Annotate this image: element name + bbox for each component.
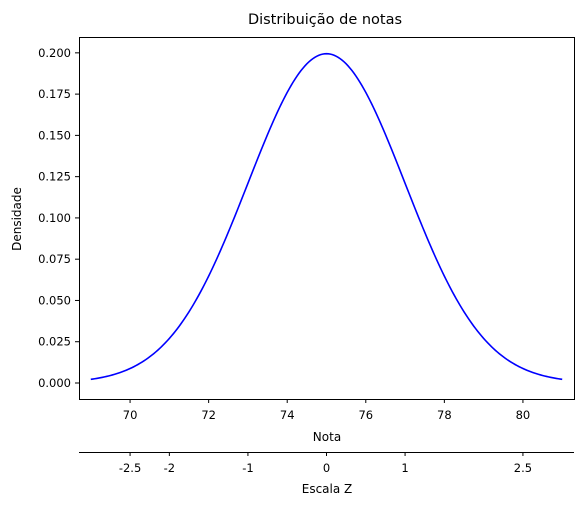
x-tick-label: 78 bbox=[437, 408, 452, 422]
z-axis-label: Escala Z bbox=[302, 482, 353, 496]
x-tick-label: 74 bbox=[280, 408, 295, 422]
y-tick-label: 0.025 bbox=[38, 335, 71, 349]
density-curve-line bbox=[90, 52, 563, 381]
y-axis-label: Densidade bbox=[10, 187, 24, 251]
y-tick-label: 0.150 bbox=[38, 128, 71, 142]
y-tick-label: 0.125 bbox=[38, 170, 71, 184]
x-tick-label: 80 bbox=[516, 408, 531, 422]
y-tick-label: 0.075 bbox=[38, 252, 71, 266]
z-tick-label: -2 bbox=[164, 461, 175, 475]
z-tick-label: 0 bbox=[323, 461, 330, 475]
x-tick-label: 76 bbox=[358, 408, 373, 422]
chart-title: Distribuição de notas bbox=[248, 12, 402, 28]
z-tick-label: -2.5 bbox=[119, 461, 141, 475]
z-tick-label: -1 bbox=[242, 461, 253, 475]
y-tick-label: 0.100 bbox=[38, 211, 71, 225]
x-tick-label: 70 bbox=[123, 408, 138, 422]
y-tick-label: 0.000 bbox=[38, 376, 71, 390]
y-tick-label: 0.050 bbox=[38, 293, 71, 307]
x-tick-label: 72 bbox=[201, 408, 216, 422]
z-tick-label: 2.5 bbox=[514, 461, 532, 475]
plot-frame bbox=[79, 37, 575, 400]
x-axis-label: Nota bbox=[313, 430, 341, 444]
z-tick-label: 1 bbox=[401, 461, 408, 475]
y-tick-label: 0.200 bbox=[38, 46, 71, 60]
y-tick-label: 0.175 bbox=[38, 87, 71, 101]
